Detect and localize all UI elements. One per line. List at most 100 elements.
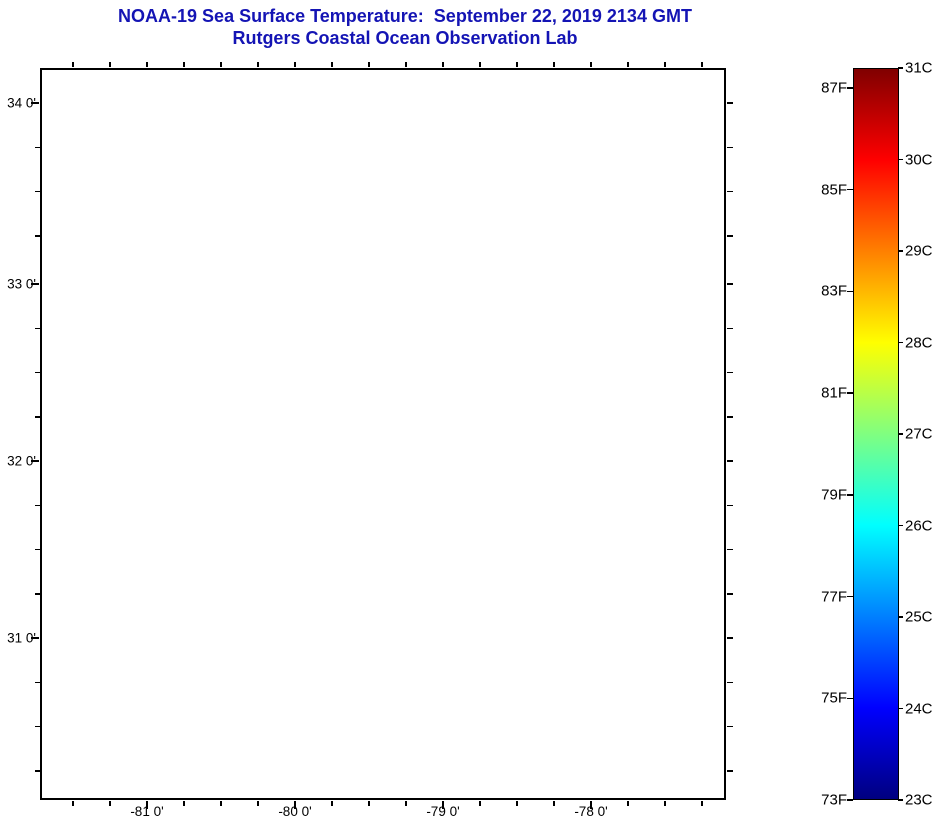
axis-tick — [701, 62, 703, 67]
axis-tick — [727, 637, 733, 639]
axis-tick — [627, 62, 629, 67]
axis-tick — [898, 616, 903, 618]
axis-tick — [294, 801, 296, 809]
axis-tick — [664, 801, 666, 806]
axis-tick — [516, 62, 518, 67]
axis-tick — [627, 801, 629, 806]
axis-tick — [590, 62, 592, 67]
axis-tick — [35, 146, 40, 148]
axis-tick — [727, 770, 733, 772]
axis-tick — [35, 327, 40, 329]
axis-tick — [553, 62, 555, 67]
axis-tick — [109, 801, 111, 806]
axis-tick — [31, 460, 39, 462]
axis-tick — [35, 725, 40, 728]
colorbar-c-label: 29C — [905, 242, 933, 260]
figure-subtitle: Rutgers Coastal Ocean Observation Lab — [232, 28, 578, 48]
axis-tick — [727, 681, 733, 683]
axis-tick — [72, 801, 74, 806]
lat-tick-label: 34 0' — [7, 95, 36, 111]
axis-tick — [898, 341, 903, 344]
axis-tick — [727, 593, 733, 595]
axis-tick — [727, 102, 733, 104]
colorbar-f-label: 79F — [821, 486, 847, 504]
axis-tick — [847, 595, 853, 598]
colorbar-f-label: 81F — [821, 384, 847, 402]
axis-tick — [35, 593, 40, 595]
axis-tick — [35, 681, 40, 683]
axis-tick — [727, 725, 733, 728]
lon-tick-label: -81 0' — [130, 804, 164, 819]
axis-tick — [847, 87, 853, 89]
axis-tick — [442, 62, 444, 67]
axis-tick — [701, 801, 703, 806]
figure-title: NOAA-19 Sea Surface Temperature: Septemb… — [118, 6, 692, 26]
axis-tick — [898, 799, 903, 801]
axis-tick — [847, 188, 853, 191]
axis-tick — [72, 62, 74, 67]
axis-tick — [847, 697, 853, 700]
axis-tick — [368, 62, 370, 67]
lat-tick-label: 31 0' — [7, 630, 36, 646]
colorbar-f-label: 75F — [821, 689, 847, 707]
axis-tick — [898, 250, 903, 252]
axis-tick — [35, 504, 40, 506]
colorbar-c-label: 31C — [905, 59, 933, 77]
colorbar-c-label: 23C — [905, 791, 933, 809]
axis-tick — [479, 801, 481, 806]
colorbar-f-label: 85F — [821, 181, 847, 199]
axis-tick — [590, 801, 592, 809]
axis-tick — [898, 67, 903, 69]
colorbar-f-label: 83F — [821, 282, 847, 300]
axis-tick — [727, 416, 733, 418]
axis-tick — [31, 283, 39, 285]
colorbar-c-label: 27C — [905, 425, 933, 443]
axis-tick — [35, 235, 40, 237]
axis-tick — [727, 460, 733, 462]
axis-tick — [727, 371, 733, 374]
axis-tick — [553, 801, 555, 806]
axis-tick — [31, 102, 39, 104]
axis-tick — [35, 190, 40, 193]
colorbar-f-label: 87F — [821, 79, 847, 97]
axis-tick — [35, 770, 40, 772]
colorbar-f-label: 77F — [821, 588, 847, 606]
colorbar-c-label: 30C — [905, 151, 933, 168]
colorbar-f-label: 73F — [821, 791, 847, 809]
axis-tick — [294, 62, 296, 67]
colorbar-c-label: 24C — [905, 700, 933, 717]
axis-tick — [183, 801, 185, 806]
colorbar-c-label: 25C — [905, 608, 933, 626]
axis-tick — [442, 801, 444, 809]
axis-tick — [727, 283, 733, 285]
axis-tick — [257, 801, 259, 806]
axis-tick — [405, 801, 407, 806]
axis-tick — [368, 801, 370, 806]
axis-tick — [847, 494, 853, 496]
axis-tick — [35, 416, 40, 418]
lat-tick-label: 32 0' — [7, 453, 36, 469]
axis-tick — [664, 62, 666, 67]
axis-tick — [727, 504, 733, 506]
axis-tick — [898, 158, 903, 161]
axis-tick — [847, 392, 853, 394]
map-axes-box — [40, 68, 726, 800]
axis-tick — [331, 62, 333, 67]
lon-tick-label: -80 0' — [278, 804, 312, 819]
axis-tick — [146, 62, 148, 67]
lon-tick-label: -79 0' — [426, 804, 460, 819]
axis-tick — [727, 548, 733, 551]
axis-tick — [727, 190, 733, 193]
axis-tick — [405, 62, 407, 67]
colorbar-gradient — [853, 68, 899, 800]
axis-tick — [727, 327, 733, 329]
axis-tick — [847, 799, 853, 801]
axis-tick — [516, 801, 518, 806]
axis-tick — [257, 62, 259, 67]
axis-tick — [35, 371, 40, 374]
colorbar-c-label: 28C — [905, 334, 933, 351]
axis-tick — [220, 801, 222, 806]
axis-tick — [479, 62, 481, 67]
axis-tick — [898, 524, 903, 527]
